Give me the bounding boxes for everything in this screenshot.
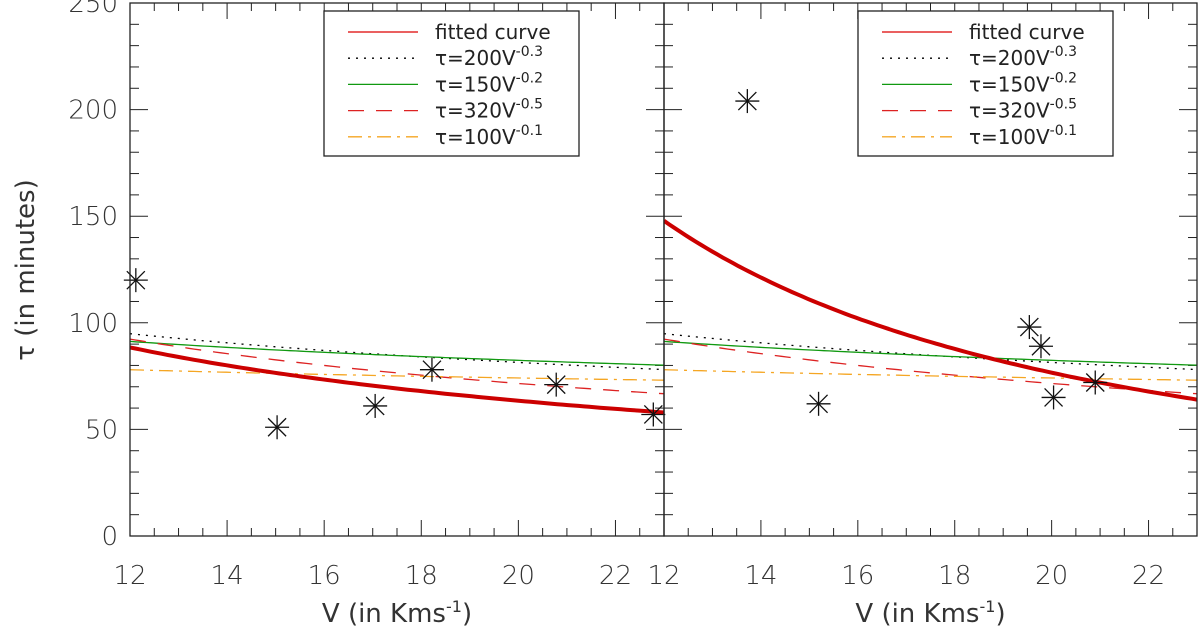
legend: fitted curveτ=200V-0.3τ=150V-0.2τ=320V-0…	[323, 10, 580, 157]
asterisk-stroke	[1085, 373, 1105, 392]
x-tick-label: 22	[599, 561, 632, 591]
legend-label-sup: -0.5	[1050, 97, 1077, 113]
x-tick-label: 16	[308, 561, 341, 591]
model-curve-3	[664, 338, 1197, 395]
x-axis-label-sup: -1	[979, 597, 995, 616]
fitted-curve	[664, 219, 1197, 402]
y-tick-label: 250	[68, 0, 118, 19]
x-tick-label: 22	[1132, 561, 1165, 591]
y-tick-label: 200	[68, 96, 118, 126]
fitted-curve	[130, 345, 664, 415]
data-point	[544, 372, 569, 397]
legend-label-sup: -0.3	[1050, 44, 1077, 60]
data-point	[419, 357, 444, 382]
x-axis-label-sup: -1	[446, 597, 462, 616]
data-point	[1041, 385, 1066, 410]
y-tick-label: 50	[85, 415, 118, 445]
x-tick-label: 20	[1035, 561, 1068, 591]
x-tick-label: 12	[647, 561, 680, 591]
data-point	[735, 89, 760, 114]
legend-label-sup: -0.2	[516, 70, 543, 86]
panel-left: 12 14 16 18 20 22 0 50 100 150 200 250 V (in Kms-1) τ…	[11, 0, 666, 629]
data-point	[123, 268, 148, 293]
legend-label: τ=320V-0.5	[435, 97, 543, 123]
legend-label-sup: -0.3	[516, 44, 543, 60]
asterisk-stroke	[737, 91, 757, 111]
legend-label-sup: -0.1	[1050, 123, 1077, 139]
asterisk-stroke	[643, 405, 663, 424]
asterisk-stroke	[422, 360, 442, 380]
legend-label-sup: -0.2	[1050, 70, 1077, 86]
data-point	[641, 402, 666, 427]
x-tick-label: 14	[211, 561, 244, 591]
model-curve-3	[130, 338, 664, 395]
x-tick-label: 16	[841, 561, 874, 591]
legend-box	[323, 10, 580, 157]
x-axis-label: V (in Kms-1)	[855, 597, 1005, 629]
x-axis-label: V (in Kms-1)	[322, 597, 472, 629]
asterisk-stroke	[365, 396, 385, 416]
legend-label-sup: -0.5	[516, 97, 543, 113]
asterisk-stroke	[1044, 387, 1064, 407]
x-axis-label-end: )	[995, 599, 1005, 629]
model-curve-4	[130, 369, 664, 381]
legend-label: fitted curve	[435, 20, 551, 44]
curves	[130, 333, 664, 415]
asterisk-stroke	[267, 417, 287, 437]
plot-frame	[663, 2, 1198, 537]
legend-label-sup: -0.1	[516, 123, 543, 139]
y-tick-label: 100	[68, 309, 118, 339]
model-curve-2	[130, 340, 664, 366]
x-tick-label: 18	[938, 561, 971, 591]
model-curve-1	[664, 333, 1197, 371]
y-axis-label: τ (in minutes)	[11, 179, 41, 360]
asterisk-stroke	[546, 375, 566, 395]
x-tick-label: 14	[744, 561, 777, 591]
asterisk-stroke	[1019, 317, 1039, 337]
y-tick-label: 150	[68, 202, 118, 232]
legend: fitted curveτ=200V-0.3τ=150V-0.2τ=320V-0…	[857, 10, 1114, 157]
model-curve-4	[664, 369, 1197, 381]
data-point	[1028, 334, 1053, 359]
asterisk-stroke	[1031, 336, 1051, 356]
data-point	[1083, 370, 1108, 395]
model-curve-1	[130, 333, 664, 371]
model-curve-2	[664, 340, 1197, 366]
curves	[664, 219, 1197, 402]
legend-box	[857, 10, 1114, 157]
data-point	[363, 393, 388, 418]
data-point	[806, 391, 831, 416]
x-tick-label: 18	[405, 561, 438, 591]
asterisk-stroke	[809, 394, 829, 414]
y-tick-label: 0	[101, 522, 118, 552]
data-point	[1017, 315, 1042, 340]
data-point	[265, 415, 290, 440]
x-tick-label: 20	[502, 561, 535, 591]
legend-label: fitted curve	[969, 20, 1085, 44]
x-axis-label-end: )	[462, 599, 472, 629]
panel-right: 12 14 16 18 20 22 V (in Kms-1) fitted curveτ=20…	[647, 2, 1198, 629]
x-tick-label: 12	[113, 561, 146, 591]
